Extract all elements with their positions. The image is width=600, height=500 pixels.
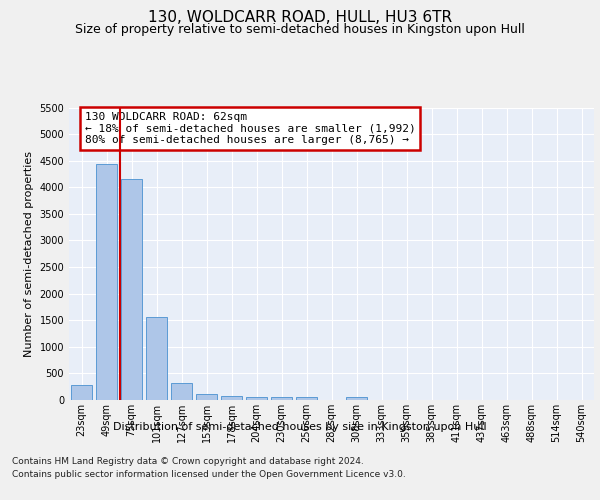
Bar bbox=[196, 394, 217, 400]
Bar bbox=[71, 385, 92, 400]
Text: 130 WOLDCARR ROAD: 62sqm
← 18% of semi-detached houses are smaller (1,992)
80% o: 130 WOLDCARR ROAD: 62sqm ← 18% of semi-d… bbox=[85, 112, 415, 145]
Bar bbox=[146, 317, 167, 400]
Bar bbox=[346, 396, 367, 400]
Text: Contains public sector information licensed under the Open Government Licence v3: Contains public sector information licen… bbox=[12, 470, 406, 479]
Bar bbox=[171, 383, 192, 400]
Bar bbox=[121, 180, 142, 400]
Text: Contains HM Land Registry data © Crown copyright and database right 2024.: Contains HM Land Registry data © Crown c… bbox=[12, 458, 364, 466]
Text: Distribution of semi-detached houses by size in Kingston upon Hull: Distribution of semi-detached houses by … bbox=[113, 422, 487, 432]
Text: Size of property relative to semi-detached houses in Kingston upon Hull: Size of property relative to semi-detach… bbox=[75, 22, 525, 36]
Text: 130, WOLDCARR ROAD, HULL, HU3 6TR: 130, WOLDCARR ROAD, HULL, HU3 6TR bbox=[148, 10, 452, 25]
Bar bbox=[221, 396, 242, 400]
Bar bbox=[246, 396, 267, 400]
Y-axis label: Number of semi-detached properties: Number of semi-detached properties bbox=[24, 151, 34, 357]
Bar bbox=[96, 164, 117, 400]
Bar bbox=[296, 397, 317, 400]
Bar bbox=[271, 397, 292, 400]
